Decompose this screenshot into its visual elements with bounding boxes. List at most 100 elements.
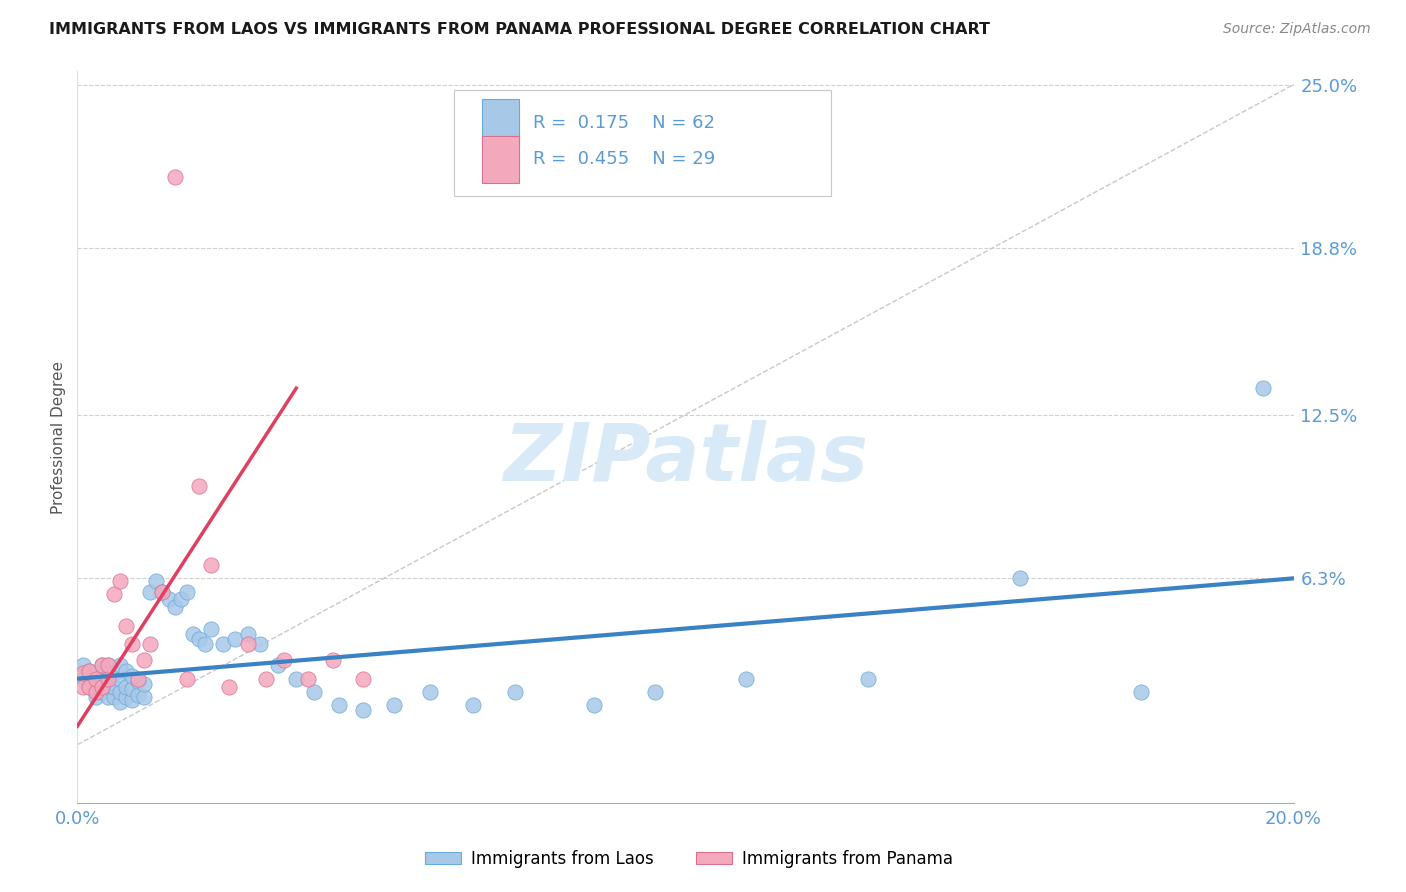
Point — [90, 658, 112, 673]
Point — [382, 698, 405, 712]
Point — [249, 637, 271, 651]
Point — [322, 653, 344, 667]
Point — [134, 690, 156, 705]
Point — [115, 619, 138, 633]
Point — [108, 696, 131, 710]
Point — [352, 703, 374, 717]
Point — [84, 672, 107, 686]
FancyBboxPatch shape — [482, 136, 519, 183]
Point — [90, 680, 112, 694]
FancyBboxPatch shape — [482, 99, 519, 146]
Point — [352, 672, 374, 686]
Point — [72, 666, 94, 681]
Point — [212, 637, 235, 651]
Point — [121, 693, 143, 707]
Point — [328, 698, 350, 712]
Point — [735, 672, 758, 686]
Point — [218, 680, 240, 694]
Point — [1008, 571, 1031, 585]
Point — [79, 664, 101, 678]
Point — [115, 680, 138, 694]
Point — [1130, 685, 1153, 699]
Point — [115, 690, 138, 705]
Point — [419, 685, 441, 699]
Point — [84, 666, 107, 681]
Point — [236, 637, 259, 651]
Point — [157, 592, 180, 607]
Text: Source: ZipAtlas.com: Source: ZipAtlas.com — [1223, 22, 1371, 37]
Point — [163, 169, 186, 184]
Point — [139, 637, 162, 651]
Point — [134, 653, 156, 667]
Point — [72, 672, 94, 686]
Point — [503, 685, 526, 699]
Point — [97, 658, 120, 673]
Point — [583, 698, 606, 712]
Point — [176, 584, 198, 599]
Point — [181, 627, 204, 641]
Text: IMMIGRANTS FROM LAOS VS IMMIGRANTS FROM PANAMA PROFESSIONAL DEGREE CORRELATION C: IMMIGRANTS FROM LAOS VS IMMIGRANTS FROM … — [49, 22, 990, 37]
Point — [79, 680, 101, 694]
Point — [72, 680, 94, 694]
Point — [108, 658, 131, 673]
Text: ZIPatlas: ZIPatlas — [503, 420, 868, 498]
Point — [224, 632, 246, 646]
Point — [856, 672, 879, 686]
Point — [108, 685, 131, 699]
Point — [97, 672, 120, 686]
Point — [121, 637, 143, 651]
Point — [297, 672, 319, 686]
Point — [304, 685, 326, 699]
Point — [285, 672, 308, 686]
Point — [90, 685, 112, 699]
Point — [97, 658, 120, 673]
Point — [84, 677, 107, 691]
Point — [152, 584, 174, 599]
Point — [97, 669, 120, 683]
Point — [79, 680, 101, 694]
Point — [97, 690, 120, 705]
Point — [108, 574, 131, 588]
Point — [139, 584, 162, 599]
Point — [188, 632, 211, 646]
Point — [1251, 381, 1274, 395]
Legend: Immigrants from Laos, Immigrants from Panama: Immigrants from Laos, Immigrants from Pa… — [418, 844, 960, 875]
Point — [108, 672, 131, 686]
Point — [163, 600, 186, 615]
Point — [79, 664, 101, 678]
Point — [170, 592, 193, 607]
Point — [461, 698, 484, 712]
Point — [103, 587, 125, 601]
Point — [200, 622, 222, 636]
Point — [194, 637, 217, 651]
Point — [97, 680, 120, 694]
Point — [176, 672, 198, 686]
Point — [254, 672, 277, 686]
Y-axis label: Professional Degree: Professional Degree — [51, 360, 66, 514]
Point — [121, 682, 143, 697]
Point — [134, 677, 156, 691]
Point — [127, 672, 149, 686]
Point — [145, 574, 167, 588]
Point — [152, 584, 174, 599]
Point — [103, 680, 125, 694]
Point — [273, 653, 295, 667]
Point — [72, 658, 94, 673]
Point — [90, 658, 112, 673]
Text: R =  0.175    N = 62: R = 0.175 N = 62 — [533, 114, 716, 132]
Text: R =  0.455    N = 29: R = 0.455 N = 29 — [533, 151, 716, 169]
Point — [115, 664, 138, 678]
Point — [267, 658, 290, 673]
Point — [236, 627, 259, 641]
Point — [90, 672, 112, 686]
Point — [103, 666, 125, 681]
Point — [84, 685, 107, 699]
FancyBboxPatch shape — [454, 90, 831, 195]
Point — [644, 685, 666, 699]
Point — [127, 674, 149, 689]
Point — [121, 669, 143, 683]
Point — [200, 558, 222, 573]
Point — [127, 688, 149, 702]
Point — [188, 479, 211, 493]
Point — [103, 690, 125, 705]
